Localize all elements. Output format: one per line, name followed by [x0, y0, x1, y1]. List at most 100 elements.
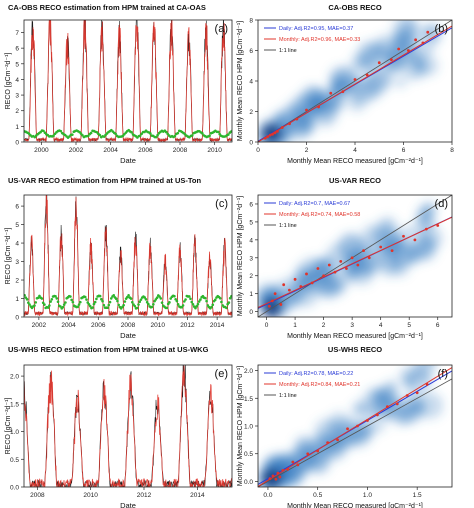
green-point: [210, 305, 213, 309]
plot-frame-0: [23, 19, 233, 143]
green-point: [56, 300, 60, 304]
monthly-point: [353, 78, 357, 81]
monthly-point: [425, 383, 429, 386]
green-point: [196, 302, 200, 306]
ts0-xtick-label: 2002: [69, 147, 84, 154]
y-axis-label: Monthly Mean RECO HPM [gCm⁻²d⁻¹]: [237, 21, 244, 141]
sc5-xtick-label: 1.5: [413, 492, 422, 499]
green-point: [184, 298, 187, 301]
ts4-xtick-label: 2014: [190, 492, 205, 499]
plot-frame-3: [257, 194, 453, 318]
green-point: [218, 296, 222, 300]
green-point: [176, 131, 180, 135]
monthly-point: [268, 304, 271, 308]
monthly-fit-line: [258, 216, 452, 308]
x-axis-label: Date: [120, 331, 136, 340]
monthly-point: [273, 292, 277, 296]
legend-entry: Daily: Adj.R2=0.95, MAE=0.37: [279, 26, 353, 32]
green-point: [225, 306, 228, 310]
monthly-point: [317, 105, 321, 109]
monthly-point: [268, 477, 272, 481]
sc1-xtick-label: 4: [353, 147, 357, 154]
green-point: [36, 296, 40, 300]
ts0-ytick-label: 0: [15, 140, 19, 147]
green-point: [109, 297, 113, 300]
green-point: [191, 303, 195, 306]
monthly-point: [329, 91, 333, 95]
green-point: [127, 294, 130, 297]
ts2-ytick-label: 5: [15, 222, 19, 229]
monthly-point: [295, 117, 299, 121]
sc1-ytick-label: 4: [249, 79, 253, 86]
monthly-point: [316, 267, 320, 270]
green-point: [28, 303, 31, 306]
monthly-point: [281, 468, 285, 472]
monthly-point: [390, 249, 394, 253]
green-point: [201, 132, 204, 135]
green-point: [156, 133, 159, 137]
green-point: [181, 304, 185, 307]
green-point: [208, 134, 211, 138]
green-point: [79, 300, 82, 304]
panel-letter: (e): [215, 368, 228, 380]
y-axis-label: RECO [gCm⁻²d⁻¹]: [5, 53, 12, 110]
sc5-ytick-label: 2.0: [244, 368, 253, 375]
green-point: [133, 304, 137, 308]
monthly-point: [282, 283, 286, 287]
green-point: [70, 298, 73, 302]
monthly-point: [305, 272, 308, 276]
ts0-ytick-label: 7: [15, 30, 19, 37]
green-point: [49, 300, 52, 303]
green-point: [25, 298, 29, 301]
green-point: [245, 295, 248, 298]
y-axis-label: Monthly Mean RECO HPM [gCm⁻²d⁻¹]: [237, 196, 244, 316]
green-point: [187, 295, 191, 298]
green-point: [205, 299, 208, 303]
timeseries-panel-e: 0.0 0.5 1.0 1.5 2.0 2008 2010 2012 2014 (e) Date RE…: [5, 364, 233, 508]
green-point: [145, 300, 149, 304]
sc3-ytick-label: 1: [249, 291, 253, 298]
panel-letter: (f): [438, 368, 448, 380]
plot-frame-4: [23, 364, 233, 488]
ts4-ytick-label: 0.5: [10, 457, 19, 464]
green-point: [138, 300, 142, 303]
monthly-point: [421, 41, 425, 45]
sc5-xtick-label: 1.0: [363, 492, 372, 499]
green-point: [228, 296, 232, 300]
green-point: [204, 296, 207, 300]
sc5-xtick-label: 0.5: [313, 492, 322, 499]
y-axis-label: RECO [gCm⁻²d⁻¹]: [5, 398, 12, 455]
green-point: [137, 303, 140, 306]
scatter-panel-f: 0.0 0.5 1.0 1.5 2.0 0.0 0.5 1.0 1.5 Daily: Adj.R2…: [237, 364, 453, 508]
green-point: [24, 294, 26, 297]
sc3-ytick-label: 2: [249, 273, 253, 280]
sc3-ytick-label: 3: [249, 255, 253, 262]
ts2-xtick-label: 2010: [150, 322, 165, 329]
scatter-plot-area: [258, 195, 452, 317]
ts4-xtick-label: 2010: [83, 492, 98, 499]
monthly-point: [287, 288, 291, 292]
green-point: [173, 134, 177, 138]
green-point: [27, 301, 30, 304]
sc1-xtick-label: 8: [450, 147, 454, 154]
monthly-point: [305, 108, 308, 112]
legend-entry: Monthly: Adj.R2=0.96, MAE=0.33: [279, 37, 360, 43]
monthly-point: [326, 441, 330, 445]
ts2-ytick-label: 3: [15, 259, 19, 266]
one-to-one-line: [258, 20, 452, 142]
timeseries-panel-a: 0 1 2 3 4 5 6 7 2000 2002 2004 2006 2008 2010 (a) Date R…: [5, 19, 233, 165]
green-point: [216, 130, 220, 134]
ts0-ytick-label: 5: [15, 61, 19, 68]
green-point: [135, 306, 139, 310]
green-point: [158, 295, 161, 298]
timeseries-plot-area: [24, 195, 248, 317]
panel-title: US-VAR RECO estimation from HPM trained …: [8, 176, 201, 185]
monthly-point: [310, 281, 314, 285]
x-axis-label: Monthly Mean RECO measured [gCm⁻²d⁻¹]: [287, 333, 423, 340]
green-point: [55, 297, 59, 300]
monthly-point: [339, 259, 343, 263]
sc3-xtick-label: 5: [407, 322, 411, 329]
daily-fit-line: [258, 370, 452, 485]
panel-letter: (a): [215, 23, 228, 35]
